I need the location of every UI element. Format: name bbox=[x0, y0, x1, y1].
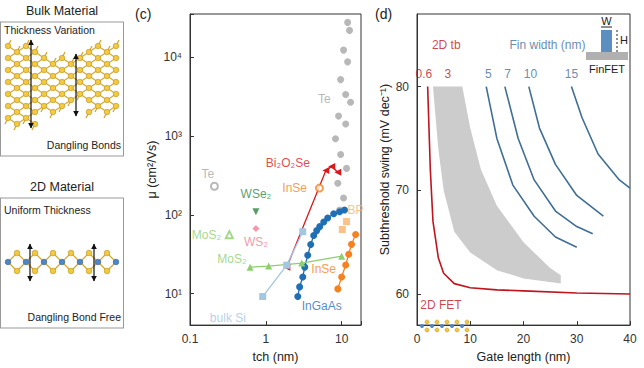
svg-text:2D Material: 2D Material bbox=[30, 180, 94, 194]
svg-text:bulk Si: bulk Si bbox=[210, 311, 246, 325]
svg-text:(d): (d) bbox=[375, 6, 392, 22]
svg-text:20: 20 bbox=[517, 332, 531, 346]
svg-text:WS₂: WS₂ bbox=[244, 235, 268, 249]
svg-text:Te: Te bbox=[318, 92, 331, 106]
svg-text:WSe₂: WSe₂ bbox=[241, 187, 272, 201]
svg-text:2D FET: 2D FET bbox=[420, 298, 462, 312]
svg-text:2D tb: 2D tb bbox=[432, 38, 461, 52]
svg-text:15: 15 bbox=[565, 67, 579, 81]
svg-text:FinFET: FinFET bbox=[589, 63, 625, 75]
svg-text:H: H bbox=[620, 34, 628, 46]
svg-text:Dangling Bonds: Dangling Bonds bbox=[47, 139, 121, 151]
svg-text:70: 70 bbox=[396, 183, 410, 197]
svg-text:10²: 10² bbox=[165, 208, 182, 222]
svg-text:10: 10 bbox=[524, 67, 538, 81]
svg-text:3: 3 bbox=[445, 67, 452, 81]
svg-text:InSe: InSe bbox=[282, 181, 307, 195]
svg-text:MoS₂: MoS₂ bbox=[192, 228, 222, 242]
svg-text:Gate length (nm): Gate length (nm) bbox=[477, 350, 571, 364]
svg-text:1: 1 bbox=[262, 332, 269, 346]
svg-text:80: 80 bbox=[396, 80, 410, 94]
svg-text:7: 7 bbox=[504, 67, 511, 81]
svg-text:5: 5 bbox=[485, 67, 492, 81]
svg-text:Bulk Material: Bulk Material bbox=[26, 4, 98, 18]
svg-text:30: 30 bbox=[570, 332, 584, 346]
svg-text:(c): (c) bbox=[135, 6, 151, 22]
svg-text:Te: Te bbox=[202, 167, 215, 181]
svg-text:BP: BP bbox=[347, 203, 363, 217]
svg-text:10⁴: 10⁴ bbox=[163, 50, 182, 64]
svg-text:60: 60 bbox=[396, 287, 410, 301]
svg-text:W: W bbox=[601, 15, 612, 27]
svg-text:10³: 10³ bbox=[165, 129, 182, 143]
svg-text:10: 10 bbox=[464, 332, 478, 346]
svg-text:μ (cm²/Vs): μ (cm²/Vs) bbox=[145, 141, 159, 199]
svg-text:0.6: 0.6 bbox=[416, 67, 433, 81]
svg-text:10: 10 bbox=[335, 332, 349, 346]
svg-text:Thickness Variation: Thickness Variation bbox=[4, 24, 95, 36]
svg-text:0: 0 bbox=[414, 332, 421, 346]
svg-text:Fin width (nm): Fin width (nm) bbox=[509, 38, 585, 52]
svg-text:InGaAs: InGaAs bbox=[302, 299, 342, 313]
svg-text:Bi₂O₂Se: Bi₂O₂Se bbox=[266, 156, 310, 170]
svg-text:10¹: 10¹ bbox=[165, 287, 182, 301]
svg-text:Dangling Bond Free: Dangling Bond Free bbox=[28, 311, 122, 323]
svg-text:tch (nm): tch (nm) bbox=[253, 350, 299, 364]
svg-text:Subthreshold swing (mV dec⁻¹): Subthreshold swing (mV dec⁻¹) bbox=[378, 84, 392, 255]
svg-text:0.1: 0.1 bbox=[182, 332, 199, 346]
svg-text:Uniform Thickness: Uniform Thickness bbox=[4, 204, 91, 216]
svg-text:MoS₂: MoS₂ bbox=[217, 252, 247, 266]
svg-text:40: 40 bbox=[623, 332, 637, 346]
svg-text:InSe: InSe bbox=[311, 262, 336, 276]
